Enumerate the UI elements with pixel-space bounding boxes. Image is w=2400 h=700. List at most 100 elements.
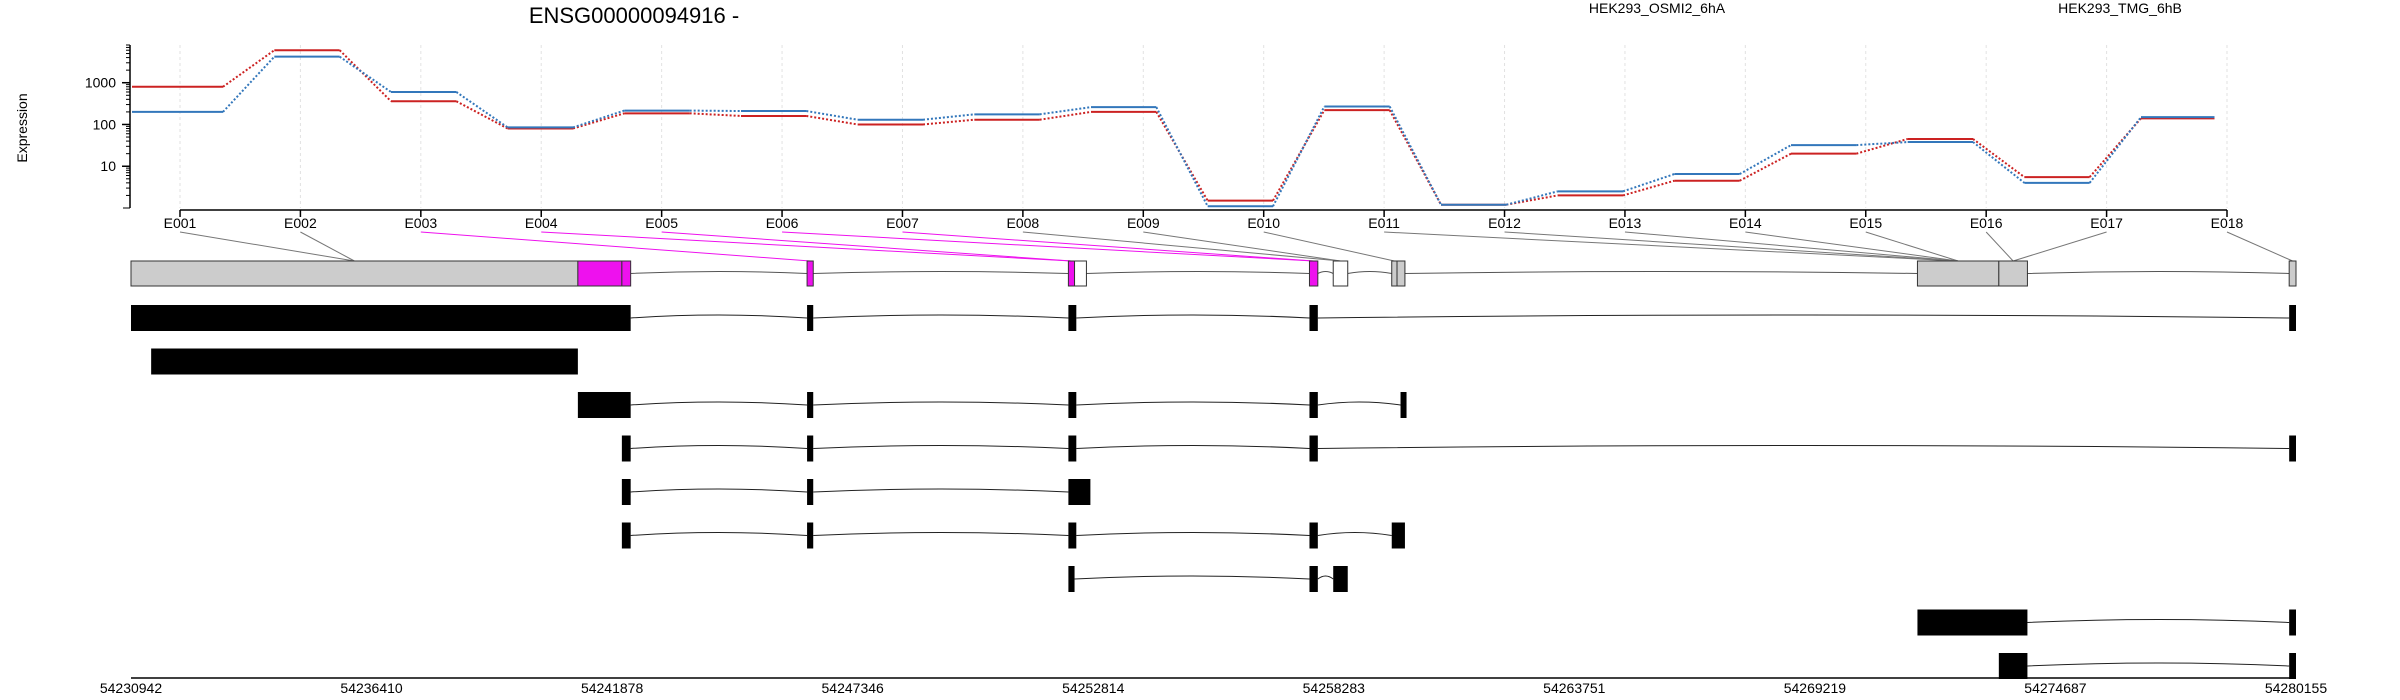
transcript-exon: [1068, 305, 1077, 331]
transcript-exon: [2289, 653, 2296, 679]
series-connector: [806, 110, 858, 121]
transcript-exon: [1309, 305, 1318, 331]
transcript-exon: [1068, 392, 1077, 418]
transcript-intron: [630, 445, 808, 449]
series-connector: [572, 112, 625, 130]
transcript-exon: [1998, 653, 2028, 679]
transcript-exon: [1068, 566, 1075, 592]
transcript-exon: [2289, 609, 2296, 636]
genomic-coordinate-axis: 54230942 54236410 54241878 54247346 54252814…: [100, 677, 2328, 696]
exon-bin: [1074, 260, 1087, 287]
exon-connector: [420, 231, 811, 262]
exon-label-e005: E005: [645, 215, 678, 231]
exon-connector: [2226, 231, 2293, 262]
exon-connector: [1384, 231, 1959, 262]
genomic-tick-label: 54263751: [1543, 680, 1606, 696]
exon-connector: [541, 231, 1072, 262]
series-connector: [1622, 179, 1675, 197]
transcript-exon: [131, 305, 631, 331]
exon-label-e006: E006: [766, 215, 799, 231]
exon-label-e002: E002: [284, 215, 317, 231]
series-connector: [806, 114, 858, 126]
transcript-exon: [807, 435, 814, 462]
exon-bin: [130, 260, 579, 287]
series-connector: [922, 113, 975, 121]
genomic-tick-label: 54247346: [822, 680, 885, 696]
transcript-intron: [630, 488, 808, 493]
transcript-intron: [813, 532, 1069, 536]
transcript-intron: [2027, 619, 2290, 623]
transcript-intron: [1317, 445, 2290, 449]
exon-connector: [1022, 231, 1341, 262]
expression-series: [132, 49, 2215, 208]
series-connector: [1155, 111, 1209, 202]
exon-connector: [1504, 231, 1959, 262]
series-connector: [1039, 110, 1092, 121]
series-connector: [1856, 137, 1908, 155]
transcript-track: [131, 305, 2296, 331]
series-connector: [1622, 173, 1675, 193]
series-connector: [1272, 106, 1326, 207]
series-connector: [689, 112, 742, 117]
transcript-exon: [2289, 305, 2296, 331]
series-connector: [222, 49, 275, 88]
transcript-intron: [813, 314, 1069, 319]
transcript-exon: [1309, 566, 1318, 592]
series-connector: [1506, 190, 1558, 206]
series-connector: [1856, 141, 1908, 147]
series-connector: [1739, 144, 1792, 175]
transcript-intron: [1074, 575, 1310, 580]
exon-label-e004: E004: [525, 215, 558, 231]
transcript-exon: [577, 392, 631, 418]
transcript-exon: [1068, 435, 1077, 462]
exon-row-intron: [1317, 271, 1334, 274]
series-connector: [922, 118, 975, 126]
exon-label-e014: E014: [1729, 215, 1762, 231]
transcript-exon: [621, 435, 631, 462]
genomic-tick-label: 54252814: [1062, 680, 1125, 696]
series-connector: [455, 100, 509, 130]
exon-row-intron: [1086, 271, 1310, 274]
gridlines: [179, 45, 2228, 208]
transcript-exon: [1309, 522, 1318, 549]
series-connector: [1739, 152, 1792, 182]
transcript-exon: [1333, 566, 1348, 592]
exon-connector-lines: [179, 231, 2293, 262]
transcript-exon: [1391, 522, 1405, 549]
exon-bin: [1916, 260, 2000, 287]
exon-label-e018: E018: [2211, 215, 2244, 231]
transcript-intron: [1076, 401, 1310, 406]
exon-label-e016: E016: [1970, 215, 2003, 231]
y-tick-label: 10: [100, 158, 116, 174]
exon-label-e008: E008: [1007, 215, 1040, 231]
exon-row-intron: [630, 271, 808, 274]
genomic-tick-label: 54280155: [2265, 680, 2328, 696]
exon-label-e003: E003: [404, 215, 437, 231]
transcript-track: [577, 392, 1407, 418]
transcript-intron: [2027, 662, 2290, 667]
exon-bin: [2288, 260, 2297, 287]
transcript-track: [621, 479, 1091, 505]
exon-connector: [300, 231, 355, 262]
transcript-track: [1998, 653, 2296, 679]
exon-bin: [621, 260, 632, 287]
series-connector: [1506, 194, 1558, 206]
exon-connector: [2012, 231, 2107, 262]
transcript-exon: [1068, 522, 1077, 549]
series-connector: [222, 56, 276, 113]
exon-row-intron: [2027, 271, 2290, 274]
legend-entry-tmg: HEK293_TMG_6hB: [2058, 0, 2182, 16]
transcript-exon: [1917, 609, 2028, 636]
exon-connector: [902, 231, 1314, 262]
transcript-exon: [807, 479, 814, 505]
series-tmg: [132, 55, 2215, 208]
series-connector: [455, 91, 509, 129]
exon-connector: [782, 231, 1314, 262]
series-connector: [572, 109, 625, 129]
exon-bin: [1391, 260, 1398, 287]
exon-bin: [1396, 260, 1406, 287]
transcript-intron: [630, 314, 808, 319]
transcript-exon: [1309, 392, 1318, 418]
exon-bin: [1067, 260, 1076, 287]
transcript-intron: [630, 401, 808, 406]
